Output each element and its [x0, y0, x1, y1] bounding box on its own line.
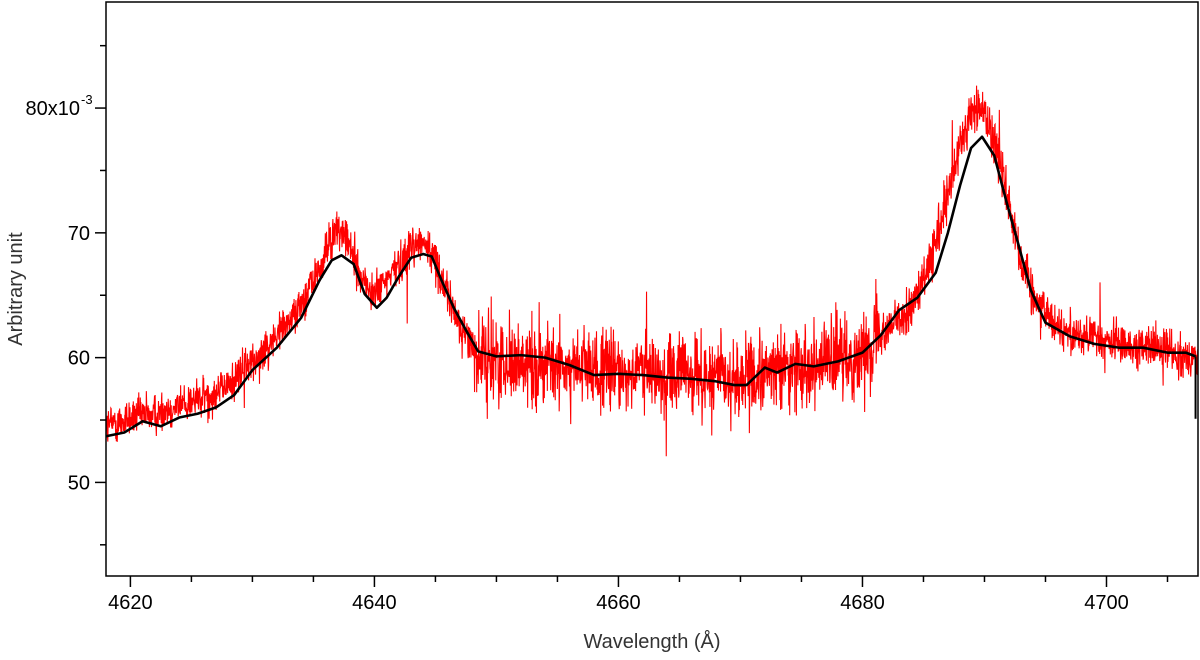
spectrum-series-noisy [105, 85, 1199, 457]
x-axis-label: Wavelength (Å) [583, 630, 720, 653]
y-tick-label: 80x10 [26, 98, 81, 120]
y-tick-label: 50 [68, 472, 90, 494]
y-axis: 50 60 70 80x10 -3 [26, 44, 106, 546]
x-axis: 4620 4640 4660 4680 4700 [108, 576, 1169, 614]
x-tick-label: 4680 [840, 592, 885, 614]
plot-area [105, 85, 1199, 457]
x-tick-label: 4700 [1084, 592, 1129, 614]
y-tick-label: 60 [68, 348, 90, 370]
y-tick-exponent: -3 [81, 92, 93, 107]
x-tick-label: 4660 [596, 592, 641, 614]
y-tick-label: 70 [68, 223, 90, 245]
y-axis-label: Arbitrary unit [5, 232, 27, 346]
x-tick-label: 4640 [352, 592, 397, 614]
x-tick-label: 4620 [108, 592, 153, 614]
plot-frame [105, 1, 1199, 577]
spectrum-series-smoothed [105, 135, 1197, 438]
